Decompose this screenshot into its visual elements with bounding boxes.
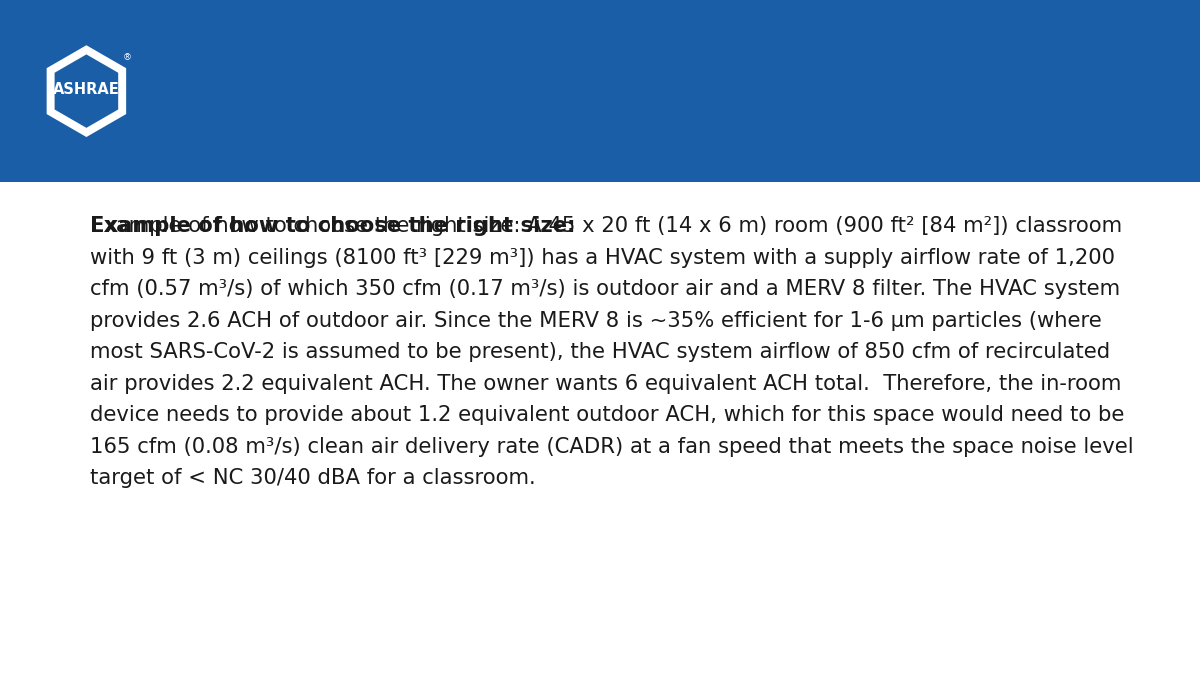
Bar: [0, 0, 1200, 27]
Polygon shape: [47, 45, 126, 137]
Text: Example of how to choose the right size: A 45 x 20 ft (14 x 6 m) room (900 ft² [: Example of how to choose the right size:…: [90, 216, 1134, 488]
Polygon shape: [54, 55, 119, 128]
Text: Example of how to choose the right size:: Example of how to choose the right size:: [90, 216, 576, 236]
Bar: [0, 0, 1200, 182]
Text: ASHRAE: ASHRAE: [53, 82, 120, 97]
Text: ®: ®: [122, 53, 131, 63]
